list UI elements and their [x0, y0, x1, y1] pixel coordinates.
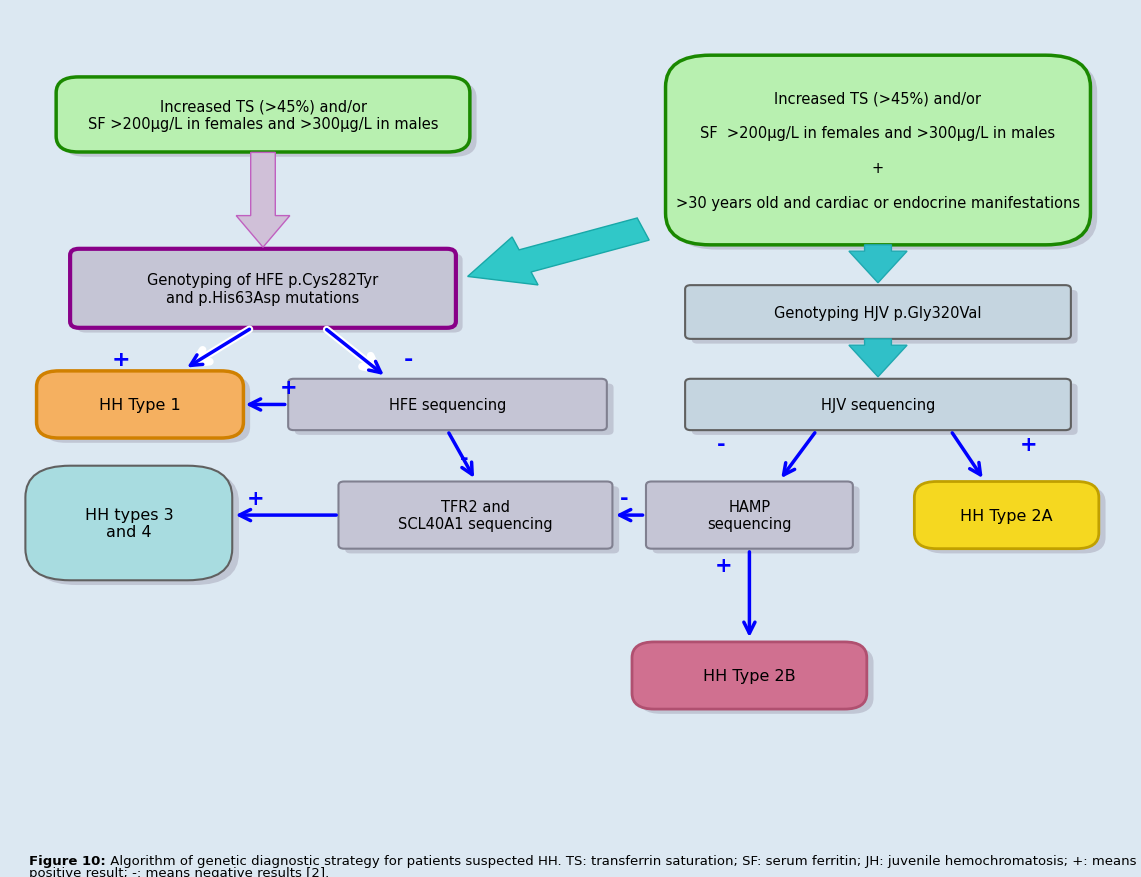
Text: Figure 10:: Figure 10:	[29, 854, 105, 867]
FancyBboxPatch shape	[76, 254, 462, 333]
FancyBboxPatch shape	[632, 642, 867, 709]
FancyBboxPatch shape	[921, 487, 1106, 553]
Text: HH Type 1: HH Type 1	[99, 397, 181, 412]
Text: +: +	[246, 488, 264, 508]
FancyBboxPatch shape	[63, 82, 477, 158]
Text: HH Type 2B: HH Type 2B	[703, 668, 795, 683]
FancyBboxPatch shape	[685, 286, 1071, 339]
Text: Increased TS (>45%) and/or
SF >200μg/L in females and >300μg/L in males: Increased TS (>45%) and/or SF >200μg/L i…	[88, 99, 438, 132]
Text: TFR2 and
SCL40A1 sequencing: TFR2 and SCL40A1 sequencing	[398, 499, 552, 531]
Text: +: +	[1020, 434, 1038, 454]
FancyBboxPatch shape	[289, 380, 607, 431]
FancyBboxPatch shape	[672, 61, 1098, 250]
Polygon shape	[849, 339, 907, 377]
FancyBboxPatch shape	[37, 372, 243, 438]
Text: HFE sequencing: HFE sequencing	[389, 397, 507, 412]
FancyBboxPatch shape	[56, 78, 470, 153]
Text: HH Type 2A: HH Type 2A	[961, 508, 1053, 523]
FancyBboxPatch shape	[294, 384, 614, 435]
Text: HAMP
sequencing: HAMP sequencing	[707, 499, 792, 531]
Text: -: -	[460, 449, 469, 468]
Text: HH types 3
and 4: HH types 3 and 4	[84, 507, 173, 539]
FancyBboxPatch shape	[346, 487, 620, 553]
Text: -: -	[404, 350, 413, 370]
Text: -: -	[620, 488, 629, 508]
FancyBboxPatch shape	[70, 249, 456, 329]
FancyBboxPatch shape	[43, 376, 250, 443]
FancyBboxPatch shape	[685, 380, 1071, 431]
Text: +: +	[280, 378, 298, 397]
Text: positive result; -: means negative results [2].: positive result; -: means negative resul…	[29, 866, 329, 877]
Text: HJV sequencing: HJV sequencing	[820, 397, 936, 412]
Text: -: -	[718, 434, 726, 454]
FancyBboxPatch shape	[32, 471, 238, 585]
FancyBboxPatch shape	[653, 487, 859, 553]
Text: Increased TS (>45%) and/or

SF  >200μg/L in females and >300μg/L in males

+

>3: Increased TS (>45%) and/or SF >200μg/L i…	[675, 91, 1081, 210]
FancyBboxPatch shape	[691, 290, 1077, 345]
Polygon shape	[468, 218, 649, 286]
Text: +: +	[715, 555, 733, 575]
FancyBboxPatch shape	[665, 56, 1091, 246]
FancyBboxPatch shape	[639, 647, 874, 714]
FancyBboxPatch shape	[339, 482, 613, 549]
Text: Algorithm of genetic diagnostic strategy for patients suspected HH. TS: transfer: Algorithm of genetic diagnostic strategy…	[106, 854, 1141, 867]
FancyBboxPatch shape	[25, 467, 233, 581]
Text: Genotyping of HFE p.Cys282Tyr
and p.His63Asp mutations: Genotyping of HFE p.Cys282Tyr and p.His6…	[147, 273, 379, 305]
Polygon shape	[849, 246, 907, 283]
FancyBboxPatch shape	[914, 482, 1099, 549]
Text: Genotyping HJV p.Gly320Val: Genotyping HJV p.Gly320Val	[775, 305, 981, 320]
FancyBboxPatch shape	[691, 384, 1077, 435]
Text: +: +	[112, 350, 130, 370]
FancyBboxPatch shape	[646, 482, 852, 549]
Polygon shape	[236, 153, 290, 248]
